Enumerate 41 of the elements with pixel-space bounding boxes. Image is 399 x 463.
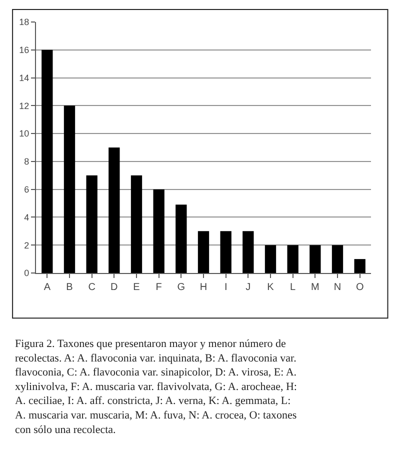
bar <box>264 245 276 273</box>
bar <box>130 175 142 273</box>
y-tick-label: 2 <box>24 240 30 250</box>
bar <box>198 231 210 273</box>
y-tick-label: 10 <box>19 128 30 139</box>
bar <box>287 245 298 273</box>
y-tick-label: 4 <box>24 212 30 222</box>
x-tick-label: B <box>66 282 74 293</box>
bar <box>108 148 120 273</box>
bar <box>42 50 53 273</box>
x-tick-label: H <box>200 282 208 293</box>
x-tick-label: D <box>110 282 118 293</box>
bar <box>220 231 232 273</box>
x-tick-label: M <box>311 282 320 293</box>
y-tick-label: 6 <box>24 184 30 194</box>
bar <box>242 231 254 273</box>
x-tick-label: G <box>177 282 186 293</box>
y-tick-label: 0 <box>24 268 30 278</box>
x-tick-label: C <box>88 282 96 293</box>
y-tick-label: 8 <box>24 156 30 167</box>
bar <box>310 245 321 273</box>
bar <box>354 259 366 273</box>
bar <box>332 245 344 273</box>
y-tick-label: 12 <box>19 100 30 111</box>
x-tick-label: O <box>356 282 364 293</box>
bar <box>86 175 98 273</box>
x-tick-label: E <box>133 282 140 293</box>
x-tick-label: L <box>290 282 296 293</box>
x-tick-label: A <box>44 282 51 293</box>
x-tick-label: N <box>334 282 342 293</box>
x-tick-label: K <box>267 282 274 293</box>
x-tick-label: J <box>246 282 251 293</box>
y-tick-label: 16 <box>19 45 30 56</box>
text: Figura 2. Taxones que presentaron mayor y menor número de recolectas. A: A. flavoconia var. inquinata, B: A. flavoconia var. flavoconia, C: A. flavoconia var. sinapicolor, D: A. virosa, E: A. xylinivolva, F: A. muscaria var. flavivolvata, G: A. arocheae, H: A. ceciliae, I: A. aff. constricta, J: A. verna, K: A. gemmata, L: A. muscaria var. muscaria, M: A. fuva, N: A. crocea, O: taxones con sólo una recolecta. <box>15 338 297 436</box>
y-tick-label: 14 <box>19 72 30 83</box>
bar <box>64 106 76 273</box>
x-tick-label: I <box>224 282 228 293</box>
y-tick-label: 18 <box>19 17 30 28</box>
x-tick-label: F <box>156 282 162 293</box>
bar <box>153 189 164 273</box>
bar <box>176 204 187 273</box>
